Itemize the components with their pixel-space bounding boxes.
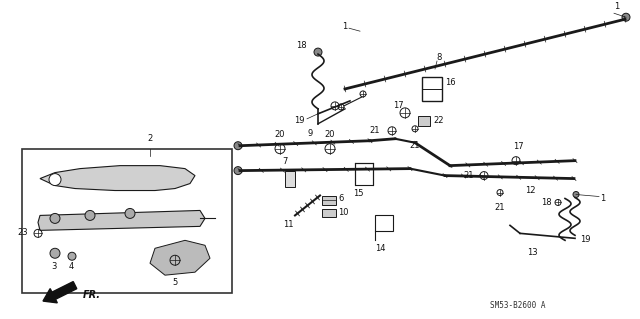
Text: 21: 21 bbox=[495, 204, 505, 212]
Text: 8: 8 bbox=[436, 53, 442, 62]
Polygon shape bbox=[40, 166, 195, 190]
Text: 1: 1 bbox=[600, 194, 605, 203]
Polygon shape bbox=[150, 240, 210, 275]
Text: 19: 19 bbox=[580, 235, 591, 244]
Text: 15: 15 bbox=[353, 189, 364, 197]
Circle shape bbox=[573, 191, 579, 197]
Text: 7: 7 bbox=[282, 157, 288, 166]
Bar bbox=[418, 116, 430, 126]
Circle shape bbox=[622, 13, 630, 21]
Text: 1: 1 bbox=[614, 2, 620, 11]
Circle shape bbox=[85, 211, 95, 220]
Text: 21: 21 bbox=[410, 141, 420, 150]
Text: 3: 3 bbox=[51, 262, 57, 271]
Text: 5: 5 bbox=[172, 278, 178, 287]
Text: 20: 20 bbox=[324, 130, 335, 139]
Text: 10: 10 bbox=[338, 208, 349, 217]
Text: 2: 2 bbox=[147, 134, 152, 143]
Text: 11: 11 bbox=[283, 220, 293, 229]
Text: FR.: FR. bbox=[83, 290, 101, 300]
Text: 17: 17 bbox=[393, 101, 403, 110]
Text: 12: 12 bbox=[525, 186, 535, 195]
Bar bbox=[322, 196, 336, 205]
Text: 1: 1 bbox=[342, 22, 348, 31]
Circle shape bbox=[314, 48, 322, 56]
Text: 21: 21 bbox=[463, 171, 474, 180]
Bar bbox=[285, 171, 295, 187]
Text: SM53-B2600 A: SM53-B2600 A bbox=[490, 301, 545, 310]
Circle shape bbox=[125, 208, 135, 219]
Text: 13: 13 bbox=[527, 248, 538, 257]
Circle shape bbox=[68, 252, 76, 260]
Text: 19: 19 bbox=[294, 116, 305, 125]
Bar bbox=[355, 163, 373, 185]
Bar bbox=[322, 210, 336, 218]
Text: 20: 20 bbox=[275, 130, 285, 139]
Text: 21: 21 bbox=[369, 126, 380, 135]
Bar bbox=[375, 215, 393, 231]
Text: 14: 14 bbox=[375, 244, 385, 253]
Text: 22: 22 bbox=[433, 116, 444, 125]
Text: 6: 6 bbox=[338, 194, 344, 203]
Bar bbox=[422, 77, 442, 101]
FancyArrow shape bbox=[43, 282, 77, 303]
Circle shape bbox=[50, 248, 60, 258]
Text: 16: 16 bbox=[445, 78, 456, 87]
Bar bbox=[22, 149, 232, 293]
Text: 4: 4 bbox=[68, 262, 74, 271]
Circle shape bbox=[50, 213, 60, 223]
Text: 18: 18 bbox=[296, 41, 307, 50]
Circle shape bbox=[234, 142, 242, 150]
Circle shape bbox=[49, 174, 61, 186]
Text: 17: 17 bbox=[513, 142, 524, 151]
Text: 23: 23 bbox=[17, 228, 28, 237]
Text: 18: 18 bbox=[541, 198, 552, 207]
Polygon shape bbox=[38, 211, 205, 230]
Circle shape bbox=[234, 167, 242, 174]
Text: 9: 9 bbox=[307, 129, 312, 138]
